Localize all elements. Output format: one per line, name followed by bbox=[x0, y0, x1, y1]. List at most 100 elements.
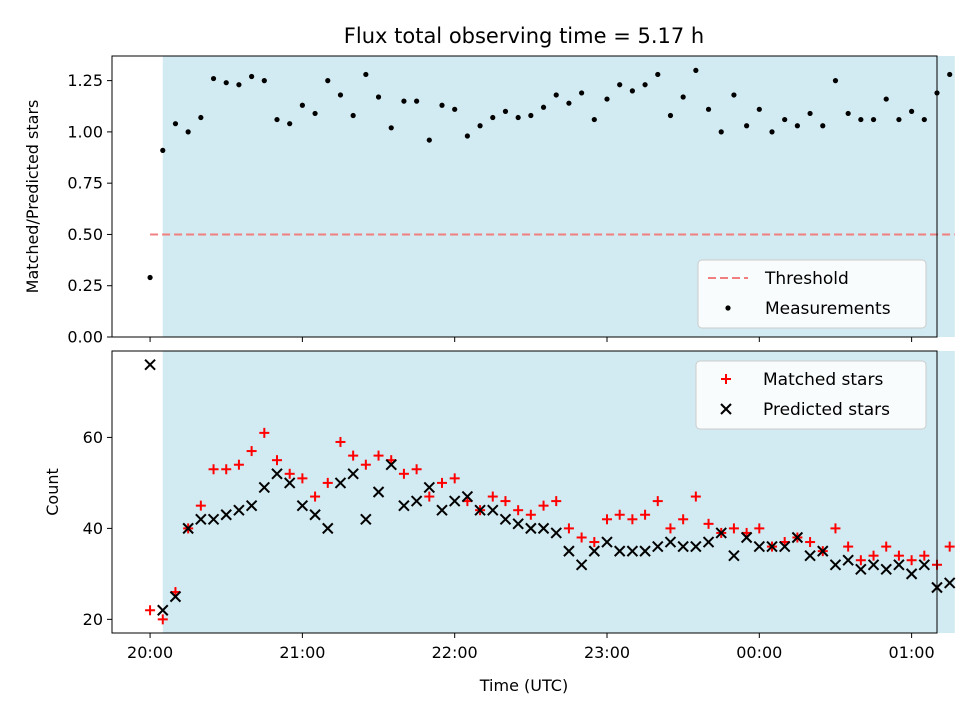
predicted-star-point bbox=[715, 527, 727, 539]
predicted-star-point bbox=[487, 504, 499, 516]
measurement-point bbox=[147, 274, 153, 281]
predicted-star-point bbox=[385, 459, 397, 471]
matched-star-point bbox=[449, 473, 460, 484]
predicted-star-point bbox=[728, 549, 740, 562]
predicted-star-point bbox=[880, 563, 892, 576]
predicted-star-point bbox=[639, 545, 651, 557]
matched-star-point bbox=[678, 514, 689, 525]
matched-star-point bbox=[944, 541, 955, 552]
matched-star-point bbox=[919, 550, 930, 561]
matched-star-point bbox=[893, 550, 904, 561]
measurement-point bbox=[667, 112, 674, 119]
predicted-star-point bbox=[144, 358, 156, 371]
measurement-point bbox=[375, 94, 382, 100]
predicted-star-point bbox=[334, 477, 347, 489]
predicted-star-point bbox=[372, 486, 385, 498]
measurement-point bbox=[870, 116, 877, 123]
predicted-star-point bbox=[207, 513, 220, 525]
y-tick-label: 0.50 bbox=[67, 225, 103, 244]
measurement-point bbox=[312, 110, 318, 117]
measurement-point bbox=[858, 116, 864, 123]
measurement-point bbox=[591, 116, 597, 123]
chart-title: Flux total observing time = 5.17 h bbox=[344, 24, 704, 48]
matched-star-point bbox=[398, 468, 409, 479]
measurement-point bbox=[236, 82, 242, 88]
x-tick-label: 23:00 bbox=[584, 643, 630, 662]
y-tick-label: 60 bbox=[83, 428, 103, 447]
ratio-legend: Threshold Measurements bbox=[697, 259, 927, 329]
matched-star-point bbox=[310, 491, 321, 502]
predicted-star-point bbox=[233, 504, 245, 516]
measurement-point bbox=[705, 106, 712, 112]
predicted-star-point bbox=[410, 495, 423, 507]
predicted-star-point bbox=[626, 545, 639, 557]
predicted-star-point bbox=[766, 540, 778, 553]
measurement-point bbox=[350, 112, 356, 119]
matched-star-point bbox=[272, 455, 282, 466]
legend-box bbox=[695, 360, 927, 430]
matched-star-point bbox=[754, 523, 765, 534]
predicted-star-point bbox=[664, 536, 677, 548]
legend-label: Threshold bbox=[764, 269, 849, 289]
x-tick-label: 00:00 bbox=[736, 643, 782, 662]
measurement-point bbox=[883, 96, 889, 102]
legend-dot-swatch bbox=[725, 305, 731, 311]
predicted-star-point bbox=[436, 504, 448, 516]
legend-box bbox=[697, 259, 927, 329]
matched-star-point bbox=[335, 436, 346, 447]
measurement-point bbox=[604, 96, 610, 102]
matched-star-point bbox=[145, 605, 156, 616]
measurement-point bbox=[820, 123, 826, 129]
measurement-point bbox=[261, 78, 267, 84]
matched-star-point bbox=[538, 500, 549, 511]
ratio-y-axis-label: Matched/Predicted stars bbox=[23, 100, 42, 294]
predicted-star-point bbox=[601, 536, 613, 548]
predicted-star-point bbox=[690, 540, 702, 553]
matched-star-point bbox=[805, 537, 816, 548]
measurement-point bbox=[388, 125, 394, 131]
predicted-star-point bbox=[525, 522, 537, 535]
measurement-point bbox=[515, 114, 521, 121]
measurement-point bbox=[490, 114, 496, 121]
count-panel: 20 40 60 20:00 21:00 22:00 23:00 00:00 01:00 Co… bbox=[43, 350, 956, 662]
predicted-star-point bbox=[195, 513, 207, 525]
matched-star-point bbox=[284, 468, 295, 479]
measurement-point bbox=[337, 92, 344, 98]
ratio-panel: 0.00 0.25 0.50 0.75 1.00 1.25 Matched/Predict… bbox=[23, 55, 955, 347]
measurement-point bbox=[540, 104, 547, 110]
measurement-point bbox=[414, 98, 420, 104]
matched-star-point bbox=[868, 550, 879, 561]
matched-star-point bbox=[297, 473, 308, 484]
matched-star-point bbox=[855, 555, 866, 566]
matched-star-point bbox=[589, 537, 600, 548]
matched-star-point bbox=[830, 523, 841, 534]
predicted-star-point bbox=[893, 559, 905, 571]
measurement-point bbox=[921, 116, 927, 123]
measurement-point bbox=[528, 112, 534, 119]
measurement-point bbox=[477, 123, 483, 129]
measurement-point bbox=[363, 71, 369, 78]
measurement-point bbox=[680, 94, 686, 100]
measurement-point bbox=[718, 129, 724, 135]
predicted-star-point bbox=[347, 468, 359, 480]
measurement-point bbox=[845, 110, 851, 117]
predicted-star-point bbox=[702, 536, 715, 548]
count-legend: Matched stars Predicted stars bbox=[695, 360, 927, 430]
predicted-star-point bbox=[537, 522, 550, 535]
matched-star-point bbox=[221, 464, 232, 475]
matched-star-point bbox=[602, 514, 612, 525]
measurement-point bbox=[439, 102, 445, 108]
predicted-star-point bbox=[804, 549, 816, 562]
predicted-star-point bbox=[309, 509, 321, 521]
predicted-star-point bbox=[817, 545, 829, 557]
predicted-star-point bbox=[943, 577, 956, 589]
y-tick-label: 40 bbox=[83, 519, 103, 538]
measurement-point bbox=[223, 80, 229, 86]
predicted-star-point bbox=[423, 481, 436, 494]
measurement-point bbox=[782, 116, 788, 123]
matched-star-point bbox=[411, 464, 422, 475]
count-plot-frame bbox=[111, 350, 938, 634]
legend-x-swatch bbox=[720, 403, 732, 415]
predicted-star-point bbox=[512, 518, 524, 530]
matched-star-point bbox=[157, 614, 168, 625]
